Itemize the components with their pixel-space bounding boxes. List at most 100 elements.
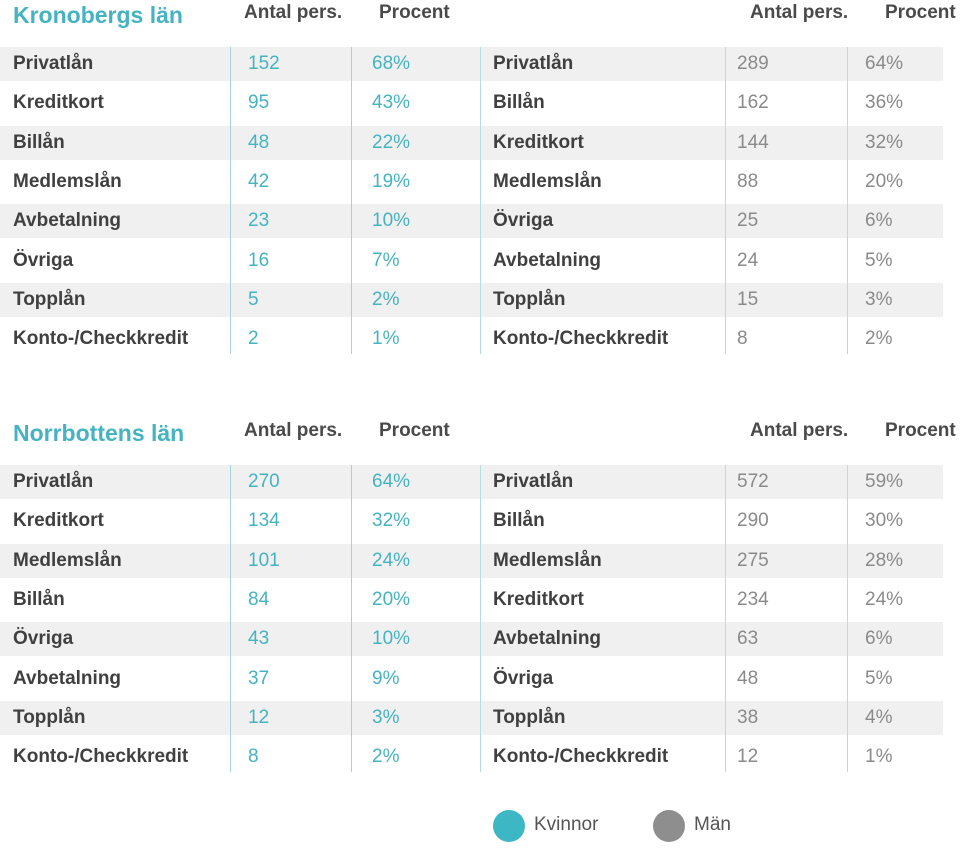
column-divider: [725, 465, 726, 772]
row-label: Kreditkort: [13, 510, 104, 531]
legend-men-swatch: [653, 810, 685, 842]
row-label: Medlemslån: [13, 171, 122, 192]
row-count: 2: [248, 328, 259, 349]
row-label: Konto-/Checkkredit: [493, 328, 669, 349]
row-percent: 9%: [372, 668, 400, 689]
row-percent: 28%: [865, 550, 904, 571]
row-percent: 10%: [372, 210, 411, 231]
row-percent: 1%: [372, 328, 400, 349]
table-row: Medlemslån 275 28%: [480, 544, 943, 578]
row-count: 48: [248, 132, 270, 153]
column-divider: [351, 47, 352, 354]
column-divider: [847, 465, 848, 772]
row-label: Billån: [493, 92, 545, 113]
row-label: Medlemslån: [493, 550, 602, 571]
row-percent: 24%: [865, 589, 904, 610]
table-row: Topplån 38 4%: [480, 701, 943, 735]
row-count: 12: [248, 707, 270, 728]
row-label: Avbetalning: [493, 250, 602, 271]
row-label: Medlemslån: [493, 171, 602, 192]
table-row: Kreditkort 134 32%: [0, 504, 480, 538]
row-count: 43: [248, 628, 270, 649]
table-row: Konto-/Checkkredit 8 2%: [0, 740, 480, 774]
row-label: Topplån: [13, 289, 86, 310]
table-row: Privatlån 572 59%: [480, 465, 943, 499]
row-label: Övriga: [13, 628, 74, 649]
row-count: 162: [737, 92, 769, 113]
legend-men-label: Män: [694, 814, 731, 835]
row-count: 84: [248, 589, 270, 610]
row-label: Avbetalning: [493, 628, 602, 649]
table-row: Avbetalning 37 9%: [0, 662, 480, 696]
men-table: Privatlån 572 59% Billån 290 30% Medlemslån 275…: [480, 465, 943, 780]
table-row: Billån 290 30%: [480, 504, 943, 538]
men-percent-header: Procent: [885, 420, 956, 441]
row-percent: 30%: [865, 510, 904, 531]
row-label: Billån: [13, 132, 65, 153]
table-row: Kreditkort 234 24%: [480, 583, 943, 617]
women-table: Privatlån 152 68% Kreditkort 95 43% Billån 48 22…: [0, 47, 480, 362]
row-count: 38: [737, 707, 759, 728]
table-row: Billån 48 22%: [0, 126, 480, 160]
table-row: Konto-/Checkkredit 2 1%: [0, 322, 480, 356]
legend: Kvinnor Män: [493, 810, 753, 844]
row-count: 144: [737, 132, 769, 153]
row-percent: 32%: [865, 132, 904, 153]
table-row: Topplån 5 2%: [0, 283, 480, 317]
row-percent: 64%: [372, 471, 411, 492]
row-percent: 2%: [372, 746, 400, 767]
table-row: Topplån 12 3%: [0, 701, 480, 735]
row-count: 8: [248, 746, 259, 767]
row-percent: 2%: [865, 328, 893, 349]
table-row: Avbetalning 23 10%: [0, 204, 480, 238]
row-label: Privatlån: [493, 53, 574, 74]
row-count: 48: [737, 668, 759, 689]
row-percent: 1%: [865, 746, 893, 767]
row-count: 24: [737, 250, 759, 271]
row-percent: 7%: [372, 250, 400, 271]
column-divider: [847, 47, 848, 354]
row-count: 289: [737, 53, 769, 74]
row-label: Avbetalning: [13, 668, 122, 689]
table-row: Övriga 25 6%: [480, 204, 943, 238]
row-count: 12: [737, 746, 759, 767]
row-count: 290: [737, 510, 769, 531]
row-label: Konto-/Checkkredit: [493, 746, 669, 767]
row-count: 95: [248, 92, 270, 113]
table-row: Kreditkort 144 32%: [480, 126, 943, 160]
row-count: 275: [737, 550, 769, 571]
table-row: Avbetalning 63 6%: [480, 622, 943, 656]
row-percent: 24%: [372, 550, 411, 571]
row-percent: 3%: [372, 707, 400, 728]
row-count: 572: [737, 471, 769, 492]
table-row: Privatlån 152 68%: [0, 47, 480, 81]
row-label: Privatlån: [493, 471, 574, 492]
row-count: 234: [737, 589, 769, 610]
row-count: 5: [248, 289, 259, 310]
row-label: Topplån: [13, 707, 86, 728]
column-divider: [351, 465, 352, 772]
row-count: 270: [248, 471, 280, 492]
row-percent: 19%: [372, 171, 411, 192]
table-row: Privatlån 270 64%: [0, 465, 480, 499]
row-percent: 43%: [372, 92, 411, 113]
row-count: 15: [737, 289, 759, 310]
row-percent: 3%: [865, 289, 893, 310]
row-percent: 6%: [865, 210, 893, 231]
row-percent: 6%: [865, 628, 893, 649]
row-label: Övriga: [13, 250, 74, 271]
men-table: Privatlån 289 64% Billån 162 36% Kreditkort 144…: [480, 47, 943, 362]
section-title: Norrbottens län: [13, 420, 185, 446]
row-percent: 64%: [865, 53, 904, 74]
row-percent: 32%: [372, 510, 411, 531]
women-count-header: Antal pers.: [244, 420, 343, 441]
row-percent: 20%: [865, 171, 904, 192]
table-row: Konto-/Checkkredit 8 2%: [480, 322, 943, 356]
row-label: Kreditkort: [493, 132, 584, 153]
row-percent: 2%: [372, 289, 400, 310]
table-row: Medlemslån 88 20%: [480, 165, 943, 199]
table-row: Övriga 43 10%: [0, 622, 480, 656]
table-row: Övriga 48 5%: [480, 662, 943, 696]
row-count: 8: [737, 328, 748, 349]
row-percent: 20%: [372, 589, 411, 610]
